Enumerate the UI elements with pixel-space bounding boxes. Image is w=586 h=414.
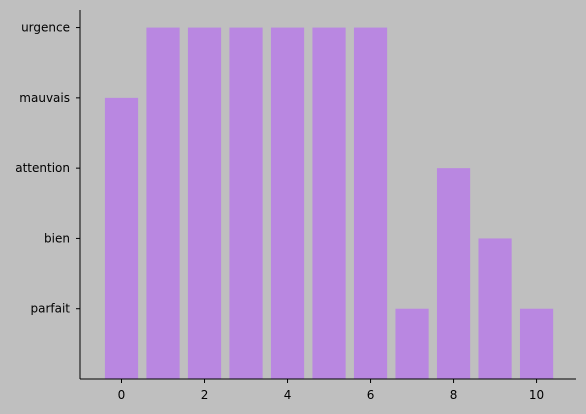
y-tick-label: mauvais: [19, 91, 70, 105]
bar-9: [478, 238, 512, 379]
x-tick-label: 10: [529, 388, 544, 402]
bar-5: [312, 27, 346, 379]
x-tick-label: 2: [201, 388, 209, 402]
bar-0: [104, 97, 139, 379]
bars-group: [104, 27, 554, 379]
bar-3: [229, 27, 263, 379]
x-tick-label: 4: [284, 388, 292, 402]
y-tick-label: parfait: [30, 302, 70, 316]
bar-6: [353, 27, 388, 379]
x-axis-ticks: 0 2 4 6 8 10: [118, 379, 544, 402]
bar-1: [146, 27, 180, 379]
x-tick-label: 0: [118, 388, 126, 402]
bar-7: [395, 308, 429, 379]
x-tick-label: 6: [367, 388, 375, 402]
x-tick-label: 8: [450, 388, 458, 402]
bar-4: [270, 27, 305, 379]
y-tick-label: urgence: [21, 21, 70, 35]
y-tick-label: bien: [44, 231, 70, 245]
bar-8: [436, 168, 471, 379]
y-axis-ticks: parfait bien attention mauvais urgence: [15, 21, 80, 316]
y-tick-label: attention: [15, 161, 70, 175]
bar-10: [519, 308, 554, 379]
bar-2: [187, 27, 222, 379]
